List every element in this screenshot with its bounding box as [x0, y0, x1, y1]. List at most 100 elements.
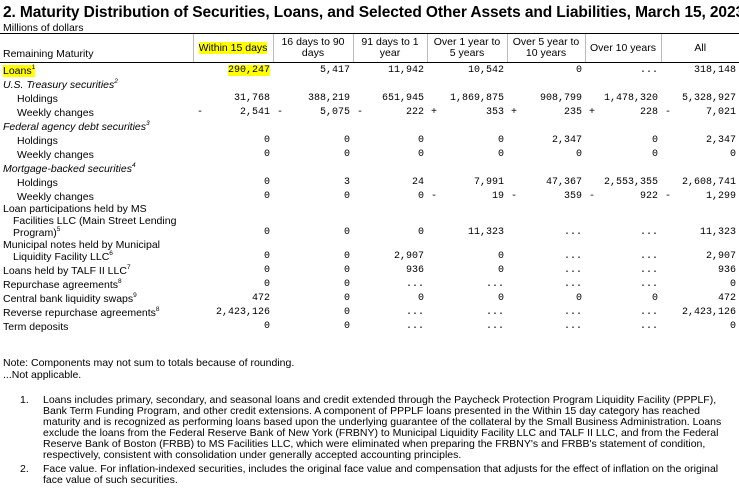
column-header: 91 days to 1 year	[352, 33, 427, 63]
value: 0	[263, 149, 270, 160]
value: 31,768	[233, 93, 270, 104]
data-row: Term deposits 0 0............ 0	[0, 319, 739, 333]
value: 2,423,126	[215, 307, 270, 318]
data-row: Repurchase agreements8 0 0............ 0	[0, 277, 739, 291]
label-text: Weekly changes	[17, 107, 94, 119]
data-row: Loans held by TALF II LLC7 0 0 936 0...... 93…	[0, 263, 739, 277]
value-cell: 0	[273, 277, 353, 291]
row-label-text: Weekly changes	[3, 191, 94, 203]
value-cell: 0	[585, 291, 661, 305]
value: 0	[263, 321, 270, 332]
value-cell: 0	[427, 133, 507, 147]
row-label: Municipal notes held by Municipal Liquid…	[0, 239, 193, 263]
value-cell: 0	[273, 133, 353, 147]
row-label: Loans1	[0, 63, 193, 77]
subtitle: Millions of dollars	[3, 22, 84, 34]
value: 0	[575, 293, 582, 304]
value-cell: 651,945	[353, 91, 427, 105]
label-text: Weekly changes	[17, 149, 94, 161]
value-cell: 11,323	[427, 203, 507, 239]
value: 2,347	[705, 135, 736, 146]
value: 0	[263, 227, 270, 238]
footnote-ref: 2	[114, 78, 118, 85]
value-cell: +228	[585, 105, 661, 119]
value: 0	[343, 227, 350, 238]
value: 936	[717, 265, 736, 276]
column-header: 16 days to 90 days	[272, 33, 353, 63]
value: ...	[485, 307, 504, 318]
row-label-text: Mortgage-backed securities4	[3, 162, 136, 175]
value: 2,907	[393, 251, 424, 262]
value: ...	[405, 321, 424, 332]
value: 5,417	[319, 65, 350, 76]
label-text: Loans	[3, 65, 32, 77]
label-text: Reverse repurchase agreements	[3, 307, 156, 319]
sign: -	[665, 107, 672, 118]
label-text: U.S. Treasury securities	[3, 79, 115, 91]
empty-cell	[193, 77, 739, 91]
data-row: Central bank liquidity swaps9 472 0 0 0 0 0 472	[0, 291, 739, 305]
value: 2,423,126	[681, 307, 736, 318]
data-row: Reverse repurchase agreements8 2,423,126 0…	[0, 305, 739, 319]
sign: +	[511, 107, 518, 118]
value-cell: 0	[193, 203, 273, 239]
value-cell: 2,608,741	[661, 175, 739, 189]
value-cell: 2,553,355	[585, 175, 661, 189]
row-label: Weekly changes	[0, 189, 193, 203]
data-row: Loan participations held by MS Facilitie…	[0, 203, 739, 239]
value-cell: ...	[353, 319, 427, 333]
footnote-text: Face value. For inflation-indexed securi…	[43, 463, 719, 487]
value: ...	[639, 227, 658, 238]
note: ...Not applicable.	[3, 369, 82, 381]
value: 1,299	[705, 191, 736, 202]
row-label: Weekly changes	[0, 147, 193, 161]
row-label-text: Municipal notes held by Municipal Liquid…	[3, 239, 190, 263]
value: 0	[497, 293, 504, 304]
value-cell: 3	[273, 175, 353, 189]
footnote: 2. Face value. For inflation-indexed secu…	[0, 464, 736, 486]
value-cell: ...	[585, 277, 661, 291]
footnote-number: 2.	[20, 463, 29, 476]
value-cell: 2,907	[661, 239, 739, 263]
row-label-text: Loans1	[3, 64, 36, 77]
value-cell: 0	[507, 291, 585, 305]
row-label: Holdings	[0, 133, 193, 147]
data-row: Holdings 0 3 24 7,991 47,367 2,553,355 2,608,74…	[0, 175, 739, 189]
row-label: U.S. Treasury securities2	[0, 77, 193, 91]
footnote: 1. Loans includes primary, secondary, and…	[0, 395, 736, 460]
value: 0	[343, 191, 350, 202]
data-row: Weekly changes 0 0 0-19-359-922-1,299	[0, 189, 739, 203]
value: 2,608,741	[681, 177, 736, 188]
value: 24	[411, 177, 424, 188]
value: 228	[639, 107, 658, 118]
data-row: Municipal notes held by Municipal Liquid…	[0, 239, 739, 263]
empty-cell	[193, 161, 739, 175]
sign: -	[665, 191, 672, 202]
value-cell: 472	[661, 291, 739, 305]
value: 10,542	[467, 65, 504, 76]
value: 908,799	[539, 93, 582, 104]
value-cell: 2,423,126	[193, 305, 273, 319]
data-row: Holdings 0 0 0 0 2,347 0 2,347	[0, 133, 739, 147]
value: 7,021	[705, 107, 736, 118]
footnote-number: 1.	[20, 394, 29, 406]
value: 0	[343, 293, 350, 304]
value: 0	[497, 265, 504, 276]
value-cell: ...	[353, 277, 427, 291]
value: 936	[405, 265, 424, 276]
value: 0	[497, 135, 504, 146]
label-text: Federal agency debt securities	[3, 121, 146, 133]
value-cell: 0	[507, 147, 585, 161]
value: 0	[343, 135, 350, 146]
label-text: Municipal notes held by Municipal Liquid…	[3, 239, 161, 263]
value-cell: 908,799	[507, 91, 585, 105]
value: 359	[563, 191, 582, 202]
value-cell: - 1,299	[661, 189, 739, 203]
value: 0	[417, 135, 424, 146]
section-row: U.S. Treasury securities2	[0, 77, 739, 91]
maturity-table: Remaining Maturity Within 15 days 16 days …	[0, 33, 739, 333]
column-header-text: Over 5 year to 10 years	[512, 36, 580, 59]
value: 1,478,320	[603, 93, 658, 104]
value: 5,075	[319, 107, 350, 118]
value-cell: 0	[661, 147, 739, 161]
